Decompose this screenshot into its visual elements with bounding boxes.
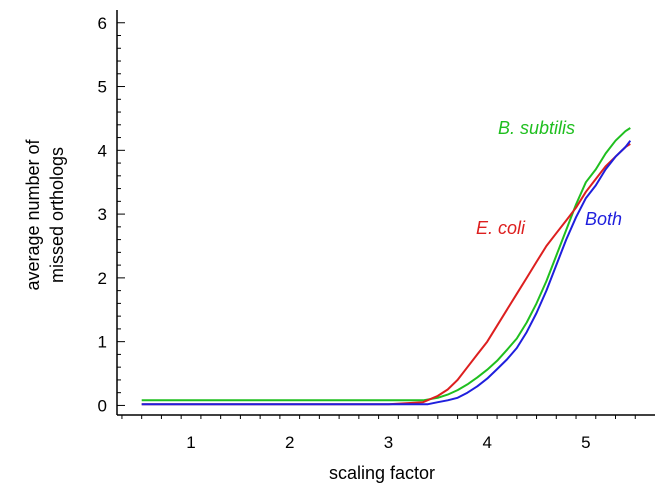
y-tick-label: 5 (98, 78, 107, 97)
y-axis-title-line-1: average number of (23, 138, 43, 290)
series-label-both: Both (585, 209, 622, 229)
x-tick-label: 2 (285, 433, 294, 452)
series-line-e-coli (141, 143, 631, 406)
y-tick-label: 3 (98, 205, 107, 224)
series-label-e-coli: E. coli (476, 218, 526, 238)
series-line-b-subtilis (141, 127, 631, 402)
y-axis-title-line-2: missed orthologs (47, 147, 67, 283)
axes: 0 1 2 3 4 5 6 1 2 3 4 5 (98, 10, 655, 452)
x-axis-title: scaling factor (329, 463, 435, 483)
x-tick-label: 3 (384, 433, 393, 452)
x-tick-label: 1 (186, 433, 195, 452)
series-line-both (141, 140, 632, 406)
y-tick-label: 2 (98, 269, 107, 288)
y-tick-label: 0 (98, 396, 107, 415)
y-tick-label: 1 (98, 333, 107, 352)
y-tick-label: 4 (98, 141, 107, 160)
y-tick-label: 6 (98, 14, 107, 33)
series-lines (141, 127, 632, 406)
x-tick-label: 4 (482, 433, 491, 452)
series-label-b-subtilis: B. subtilis (498, 118, 575, 138)
x-tick-label: 5 (581, 433, 590, 452)
